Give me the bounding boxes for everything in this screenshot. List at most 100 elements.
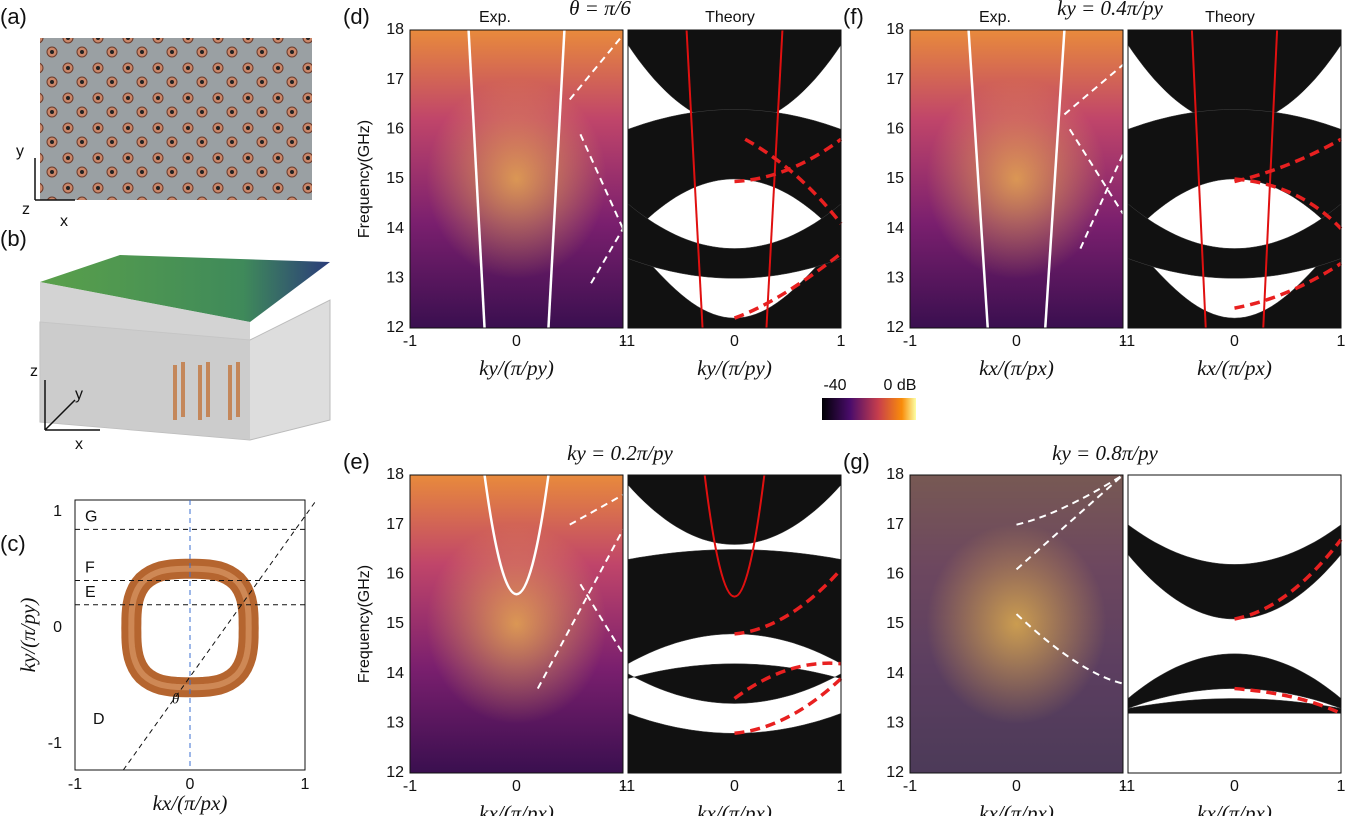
- x-tick-label: 1: [301, 776, 310, 793]
- experiment-glow: [427, 79, 607, 279]
- x-tick-label: 1: [837, 333, 846, 350]
- y-tick-label: 16: [386, 566, 404, 583]
- y-tick-label: 13: [386, 270, 404, 287]
- colorbar: [822, 398, 916, 420]
- x-axis-label: ky/(π/py): [479, 356, 554, 380]
- axis-letter: x: [60, 213, 68, 230]
- cut-label: E: [85, 584, 96, 601]
- panel-label: (c): [0, 531, 26, 556]
- y-tick-label: 15: [886, 615, 904, 632]
- x-tick-label: 0: [1230, 333, 1239, 350]
- colorbar-label: 0 dB: [884, 377, 917, 394]
- axis-letter: y: [75, 386, 83, 403]
- y-tick-label: 12: [386, 764, 404, 781]
- x-axis-label: kx/(π/px): [1197, 356, 1272, 380]
- y-tick-label: 15: [386, 615, 404, 632]
- cut-line: [123, 500, 316, 770]
- x-tick-label: 0: [1012, 778, 1021, 795]
- x-tick-label: -1: [621, 778, 635, 795]
- y-tick-label: 12: [386, 319, 404, 336]
- y-tick-label: 16: [886, 566, 904, 583]
- subplot-title: Exp.: [979, 9, 1011, 26]
- x-axis-label: kx/(π/px): [979, 356, 1054, 380]
- axis-letter: z: [22, 201, 30, 218]
- y-tick-label: 18: [886, 466, 904, 483]
- y-tick-label: 12: [886, 319, 904, 336]
- x-tick-label: 0: [730, 333, 739, 350]
- axis-letter: y: [16, 143, 24, 160]
- subplot-title: Theory: [1205, 9, 1255, 26]
- metasurface-image: [40, 38, 312, 200]
- x-tick-label: 0: [512, 778, 521, 795]
- angle-label: θ: [172, 691, 180, 707]
- x-axis-label: kx/(π/px): [153, 791, 228, 815]
- page: {"a": {"label": "(a)", "axes": ["y", "z"…: [0, 0, 1350, 816]
- y-tick-label: 12: [886, 764, 904, 781]
- subplot-title: Exp.: [479, 9, 511, 26]
- y-tick-label: 14: [386, 665, 404, 682]
- x-tick-label: -1: [1121, 333, 1135, 350]
- y-tick-label: 16: [386, 121, 404, 138]
- x-tick-label: -1: [403, 333, 417, 350]
- theory-bg: [1128, 475, 1341, 773]
- experiment-glow: [427, 524, 607, 724]
- y-tick-label: 13: [886, 715, 904, 732]
- y-tick-label: 13: [386, 715, 404, 732]
- panel-label: (g): [843, 449, 870, 474]
- panel-title: ky = 0.2π/py: [567, 441, 673, 465]
- x-tick-label: 1: [1337, 778, 1346, 795]
- x-tick-label: 0: [730, 778, 739, 795]
- cut-label: D: [93, 711, 105, 728]
- x-tick-label: -1: [903, 333, 917, 350]
- x-tick-label: 0: [512, 333, 521, 350]
- x-tick-label: 1: [837, 778, 846, 795]
- y-tick-label: 13: [886, 270, 904, 287]
- axis-letter: z: [30, 363, 38, 380]
- y-tick-label: 17: [886, 71, 904, 88]
- subplot-title: Theory: [705, 9, 755, 26]
- y-tick-label: 16: [886, 121, 904, 138]
- panel-label: (f): [843, 4, 864, 29]
- experiment-glow: [927, 79, 1107, 279]
- y-tick-label: 15: [386, 170, 404, 187]
- x-axis-label: kx/(π/px): [1197, 801, 1272, 816]
- y-tick-label: 17: [386, 71, 404, 88]
- panel-title: ky = 0.8π/py: [1052, 441, 1158, 465]
- panel-title: θ = π/6: [569, 0, 631, 20]
- y-axis-label: Frequency(GHz): [356, 120, 373, 238]
- panel-label: (d): [343, 4, 370, 29]
- cut-label: F: [85, 560, 95, 577]
- panel-label: (e): [343, 449, 370, 474]
- y-tick-label: 17: [886, 516, 904, 533]
- figure: (a) y z x (b) z y x (c) -1 0 1 -1 0 1 kx/(π/px) ky/(π/py…: [0, 0, 1350, 816]
- y-tick-label: 14: [386, 220, 404, 237]
- y-tick-label: 18: [886, 21, 904, 38]
- axis-letter: x: [75, 436, 83, 453]
- panel-label: (b): [0, 226, 27, 251]
- x-tick-label: 1: [1337, 333, 1346, 350]
- y-tick-label: 15: [886, 170, 904, 187]
- x-tick-label: -1: [403, 778, 417, 795]
- y-tick-label: 14: [886, 665, 904, 682]
- y-tick-label: 18: [386, 21, 404, 38]
- x-tick-label: -1: [68, 776, 82, 793]
- x-axis-label: kx/(π/px): [979, 801, 1054, 816]
- x-tick-label: -1: [621, 333, 635, 350]
- panel-label: (a): [0, 4, 27, 29]
- y-axis-label: ky/(π/py): [16, 598, 40, 673]
- x-tick-label: 0: [1230, 778, 1239, 795]
- cut-label: G: [85, 509, 97, 526]
- y-tick-label: 17: [386, 516, 404, 533]
- y-tick-label: 0: [53, 619, 62, 636]
- x-axis-label: kx/(π/px): [697, 801, 772, 816]
- x-axis-label: kx/(π/px): [479, 801, 554, 816]
- y-axis-label: Frequency(GHz): [356, 565, 373, 683]
- panel-title: ky = 0.4π/py: [1057, 0, 1163, 20]
- x-axis-label: ky/(π/py): [697, 356, 772, 380]
- colorbar-label: -40: [823, 377, 846, 394]
- experiment-glow: [927, 524, 1107, 724]
- y-tick-label: 14: [886, 220, 904, 237]
- y-tick-label: 18: [386, 466, 404, 483]
- x-tick-label: -1: [903, 778, 917, 795]
- x-tick-label: -1: [1121, 778, 1135, 795]
